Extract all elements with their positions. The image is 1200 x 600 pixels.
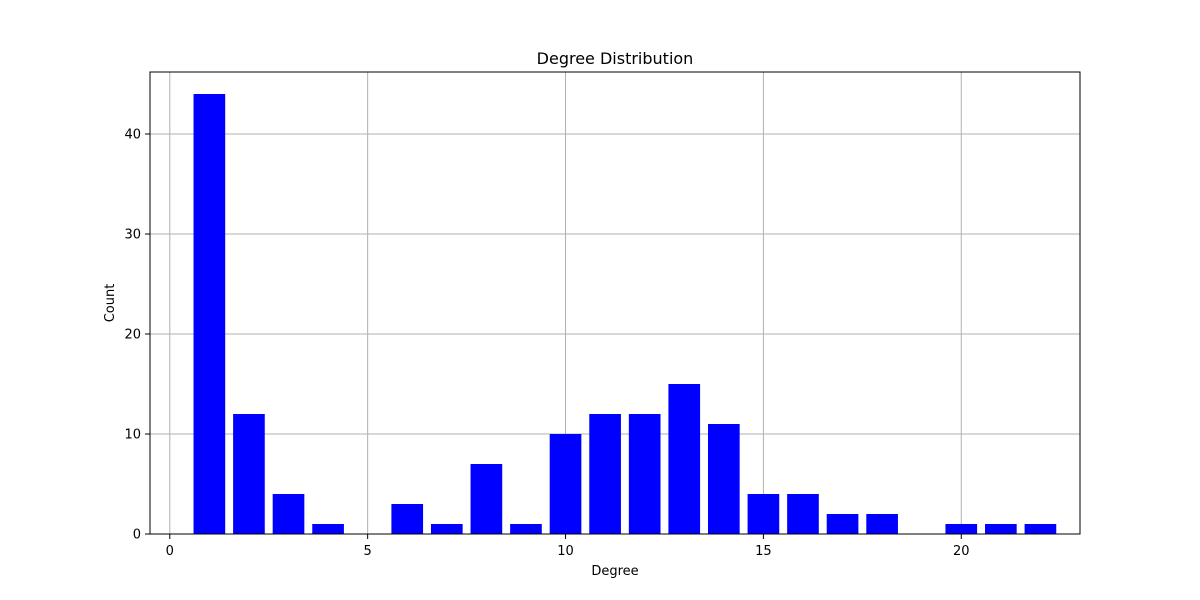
y-tick-label: 20 xyxy=(124,328,141,343)
y-tick-label: 30 xyxy=(124,228,141,243)
x-tick-label: 10 xyxy=(557,544,574,559)
bar xyxy=(668,384,701,534)
bar xyxy=(628,414,661,534)
bar xyxy=(193,94,226,534)
bar xyxy=(391,504,424,534)
bar xyxy=(312,524,344,534)
y-tick-label: 10 xyxy=(124,428,141,443)
x-tick-label: 15 xyxy=(755,544,772,559)
bar xyxy=(233,414,265,534)
bar xyxy=(272,494,305,534)
bar xyxy=(866,514,898,534)
bar xyxy=(1024,524,1057,534)
bar xyxy=(430,524,463,534)
bar xyxy=(510,524,542,534)
bar xyxy=(945,524,978,534)
x-tick-label: 0 xyxy=(166,544,174,559)
bar xyxy=(589,414,621,534)
x-tick-label: 5 xyxy=(364,544,372,559)
plot-frame xyxy=(149,71,1081,535)
x-tick-label: 20 xyxy=(953,544,970,559)
bar xyxy=(826,514,859,534)
y-tick-label: 0 xyxy=(133,528,141,543)
y-tick-label: 40 xyxy=(124,128,141,143)
bar xyxy=(985,524,1017,534)
bar xyxy=(747,494,780,534)
chart-title: Degree Distribution xyxy=(537,49,694,68)
ticks: 0 5 10 15 20 0 10 20 30 40 xyxy=(124,128,969,560)
bar xyxy=(549,434,582,534)
y-axis-label: Count xyxy=(103,284,118,323)
bar xyxy=(470,464,503,534)
bar xyxy=(787,494,819,534)
bars xyxy=(193,94,1057,534)
bar xyxy=(708,424,740,534)
x-axis-label: Degree xyxy=(591,564,638,579)
